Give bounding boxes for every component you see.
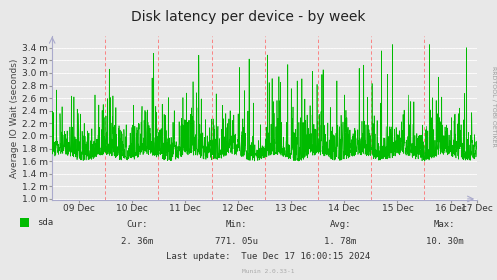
Text: 1. 78m: 1. 78m bbox=[325, 237, 356, 246]
Text: Avg:: Avg: bbox=[330, 220, 351, 229]
Text: Last update:  Tue Dec 17 16:00:15 2024: Last update: Tue Dec 17 16:00:15 2024 bbox=[166, 252, 370, 261]
Text: RRDTOOL / TOBI OETIKER: RRDTOOL / TOBI OETIKER bbox=[491, 66, 496, 147]
Text: 2. 36m: 2. 36m bbox=[121, 237, 153, 246]
Text: Munin 2.0.33-1: Munin 2.0.33-1 bbox=[242, 269, 295, 274]
Text: 771. 05u: 771. 05u bbox=[215, 237, 257, 246]
Text: Cur:: Cur: bbox=[126, 220, 148, 229]
Text: Min:: Min: bbox=[225, 220, 247, 229]
Text: sda: sda bbox=[37, 218, 53, 227]
Text: Disk latency per device - by week: Disk latency per device - by week bbox=[131, 10, 366, 24]
Text: Max:: Max: bbox=[434, 220, 456, 229]
Text: 10. 30m: 10. 30m bbox=[426, 237, 464, 246]
Y-axis label: Average IO Wait (seconds): Average IO Wait (seconds) bbox=[10, 59, 19, 178]
